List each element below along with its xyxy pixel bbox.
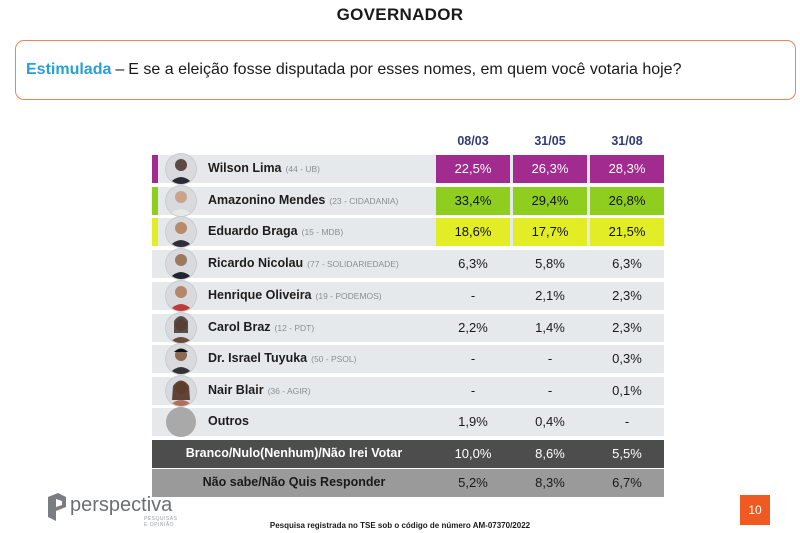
value-cell: 1,4%	[535, 320, 565, 335]
value-cell: 8,3%	[535, 475, 565, 490]
value-cell: -	[547, 351, 553, 366]
value-cell: -	[470, 351, 476, 366]
candidate-name: Amazonino Mendes (23 - CIDADANIA)	[208, 193, 399, 207]
value-cell: 28,3%	[590, 155, 664, 183]
question-emphasis: Estimulada	[26, 61, 112, 78]
table-row-branco-nulo: Branco/Nulo(Nenhum)/Não Irei Votar 10,0%…	[152, 440, 664, 468]
party-label: (44 - UB)	[285, 164, 320, 174]
candidate-name: Eduardo Braga (15 - MDB)	[208, 224, 344, 238]
value-cell: 1,9%	[458, 414, 488, 429]
candidate-photo	[166, 186, 196, 216]
row-label: Não sabe/Não Quis Responder	[202, 475, 386, 489]
table-row-nao-sabe: Não sabe/Não Quis Responder 5,2% 8,3% 6,…	[152, 469, 664, 497]
question-text: E se a eleição fosse disputada por esses…	[128, 61, 682, 78]
table-row-outros: Outros 1,9% 0,4% -	[152, 407, 664, 437]
candidate-photo	[166, 313, 196, 343]
value-cell: 2,2%	[458, 320, 488, 335]
value-cell: 6,7%	[612, 475, 642, 490]
candidate-name: Carol Braz (12 - PDT)	[208, 320, 315, 334]
candidate-photo	[166, 281, 196, 311]
value-cell: 2,3%	[612, 320, 642, 335]
question-dash: –	[115, 61, 125, 78]
table-row-carol-braz: Carol Braz (12 - PDT) 2,2% 1,4% 2,3%	[152, 313, 664, 343]
logo-word: perspectiva	[70, 494, 173, 516]
value-cell: 5,5%	[612, 446, 642, 461]
row-color-stripe	[152, 218, 158, 246]
table-row-israel-tuyuka: Dr. Israel Tuyuka (50 - PSOL) - - 0,3%	[152, 344, 664, 374]
candidate-name: Nair Blair (36 - AGIR)	[208, 383, 311, 397]
candidate-name: Outros	[208, 414, 249, 428]
column-header-3: 31/08	[611, 134, 643, 148]
candidate-name: Wilson Lima (44 - UB)	[208, 161, 320, 175]
value-cell: 8,6%	[535, 446, 565, 461]
tse-registration-note: Pesquisa registrada no TSE sob o código …	[269, 521, 531, 530]
party-label: (12 - PDT)	[274, 323, 315, 333]
value-cell: 26,3%	[513, 155, 587, 183]
value-cell: 0,3%	[612, 351, 642, 366]
table-row-eduardo-braga: Eduardo Braga (15 - MDB) 18,6% 17,7% 21,5…	[152, 217, 664, 247]
value-cell: 2,1%	[535, 288, 565, 303]
table-row-henrique-oliveira: Henrique Oliveira (19 - PODEMOS) - 2,1% 2…	[152, 281, 664, 311]
candidate-name: Henrique Oliveira (19 - PODEMOS)	[208, 288, 382, 302]
value-cell: -	[470, 288, 476, 303]
party-label: (15 - MDB)	[301, 227, 344, 237]
row-color-stripe	[152, 187, 158, 215]
row-label: Branco/Nulo(Nenhum)/Não Irei Votar	[185, 446, 403, 460]
party-label: (19 - PODEMOS)	[315, 291, 382, 301]
logo-mark-icon	[48, 493, 66, 521]
row-color-stripe	[152, 155, 158, 183]
column-header-2: 31/05	[534, 134, 566, 148]
table-row-ricardo-nicolau: Ricardo Nicolau (77 - SOLIDARIEDADE) 6,3%…	[152, 249, 664, 279]
party-label: (23 - CIDADANIA)	[329, 196, 399, 206]
question-box: Estimulada – E se a eleição fosse disput…	[15, 40, 796, 100]
candidate-name: Dr. Israel Tuyuka (50 - PSOL)	[208, 351, 357, 365]
candidate-photo	[166, 217, 196, 247]
value-cell: 0,4%	[535, 414, 565, 429]
value-cell: -	[624, 414, 630, 429]
value-cell: 6,3%	[458, 256, 488, 271]
column-header-1: 08/03	[457, 134, 489, 148]
placeholder-avatar	[166, 407, 196, 437]
value-cell: 21,5%	[590, 218, 664, 246]
value-cell: -	[547, 383, 553, 398]
value-cell: 6,3%	[612, 256, 642, 271]
candidate-photo	[166, 249, 196, 279]
page-number-badge: 10	[740, 495, 770, 525]
candidate-photo	[166, 154, 196, 184]
value-cell: -	[470, 383, 476, 398]
value-cell: 0,1%	[612, 383, 642, 398]
value-cell: 33,4%	[436, 187, 510, 215]
table-row-nair-blair: Nair Blair (36 - AGIR) - - 0,1%	[152, 376, 664, 406]
value-cell: 2,3%	[612, 288, 642, 303]
value-cell: 5,2%	[458, 475, 488, 490]
candidate-photo	[166, 344, 196, 374]
perspectiva-logo: perspectiva PESQUISAS E OPINIÃO	[48, 493, 177, 528]
candidate-photo	[166, 376, 196, 406]
value-cell: 10,0%	[454, 446, 492, 461]
party-label: (77 - SOLIDARIEDADE)	[307, 259, 399, 269]
value-cell: 5,8%	[535, 256, 565, 271]
value-cell: 26,8%	[590, 187, 664, 215]
page-title: GOVERNADOR	[336, 5, 464, 24]
table-row-amazonino-mendes: Amazonino Mendes (23 - CIDADANIA) 33,4% 2…	[152, 186, 664, 216]
table-row-wilson-lima: Wilson Lima (44 - UB) 22,5% 26,3% 28,3%	[152, 154, 664, 184]
value-cell: 22,5%	[436, 155, 510, 183]
party-label: (36 - AGIR)	[267, 386, 311, 396]
candidate-name: Ricardo Nicolau (77 - SOLIDARIEDADE)	[208, 256, 399, 270]
party-label: (50 - PSOL)	[311, 354, 357, 364]
value-cell: 18,6%	[436, 218, 510, 246]
value-cell: 17,7%	[513, 218, 587, 246]
logo-tagline: PESQUISAS E OPINIÃO	[144, 516, 178, 528]
value-cell: 29,4%	[513, 187, 587, 215]
